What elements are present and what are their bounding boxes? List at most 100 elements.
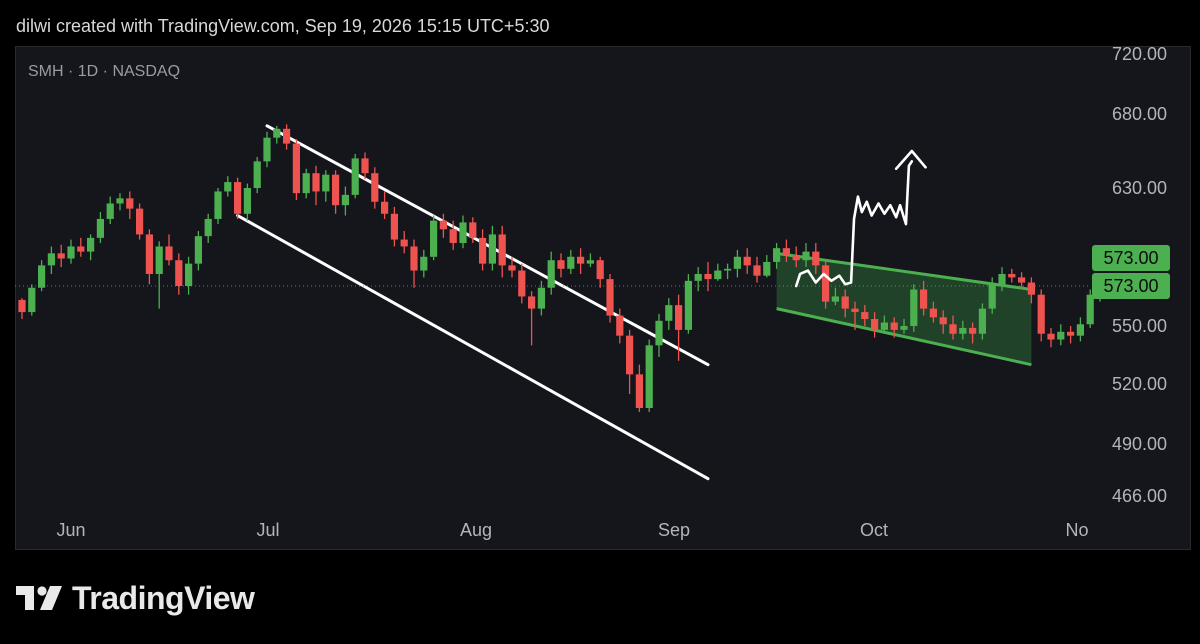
candle — [880, 315, 888, 334]
candle — [655, 313, 663, 357]
candle — [1086, 289, 1094, 328]
candle-body — [185, 263, 193, 286]
candle-body — [332, 174, 340, 206]
candle — [684, 273, 692, 334]
candle-body — [978, 308, 986, 334]
candle — [1008, 268, 1016, 283]
candle-body — [175, 260, 183, 286]
candle — [420, 249, 428, 278]
y-tick-label: 720.00 — [1112, 46, 1167, 64]
candle — [1067, 326, 1075, 344]
chart-header: dilwi created with TradingView.com, Sep … — [16, 16, 550, 36]
candle — [449, 220, 457, 250]
candle — [704, 261, 712, 292]
candle — [165, 234, 173, 266]
candle — [920, 280, 928, 316]
candle — [283, 124, 291, 150]
candle-body — [880, 322, 888, 330]
candle-body — [626, 335, 634, 375]
candle — [528, 291, 536, 346]
candle-body — [145, 234, 153, 274]
brand-logo[interactable]: TradingView — [16, 578, 255, 618]
price-tag-bg — [1092, 245, 1170, 271]
candle-body — [449, 229, 457, 244]
candles-group — [18, 124, 1104, 412]
hand-drawn-projection — [794, 149, 927, 288]
candle — [28, 284, 36, 316]
candle-body — [498, 234, 506, 266]
candle — [96, 212, 104, 244]
candle — [1018, 272, 1026, 290]
candle-body — [469, 222, 477, 238]
candle-body — [724, 268, 732, 271]
candle — [136, 203, 144, 240]
candle — [959, 320, 967, 340]
candle — [371, 167, 379, 209]
candle — [665, 298, 673, 330]
candle-body — [322, 174, 330, 192]
candle-body — [204, 218, 212, 237]
candlestick-chart[interactable]: SMH · 1D · NASDAQ 720.00 680.00 630.00 550.… — [15, 46, 1191, 550]
tradingview-logo-icon — [16, 586, 62, 610]
time-axis[interactable]: Jun Jul Aug Sep Oct No — [56, 520, 1088, 540]
candle — [263, 131, 271, 168]
candle-body — [606, 279, 614, 316]
candle — [733, 249, 741, 278]
candle-body — [292, 143, 300, 194]
candle-body — [939, 317, 947, 325]
symbol-label: SMH · 1D · NASDAQ — [28, 63, 180, 80]
candle — [47, 246, 55, 274]
candle — [596, 256, 604, 288]
candle-body — [1027, 282, 1035, 295]
candle-body — [96, 218, 104, 238]
candle — [586, 253, 594, 268]
candle-body — [714, 270, 722, 280]
candle — [1047, 327, 1055, 348]
candle — [469, 217, 477, 244]
x-tick-label: Jul — [256, 520, 279, 540]
candle-body — [567, 256, 575, 269]
candle — [645, 339, 653, 412]
candle — [753, 256, 761, 283]
candle — [635, 364, 643, 412]
candle-body — [645, 345, 653, 408]
candle-body — [136, 208, 144, 235]
candle — [792, 246, 800, 268]
candle — [498, 225, 506, 278]
candle — [273, 125, 281, 144]
candle — [616, 308, 624, 344]
price-tag-label: 573.00 — [1103, 248, 1158, 268]
candle — [802, 243, 810, 268]
price-axis[interactable]: 720.00 680.00 630.00 550.00 520.00 490.00 466.… — [1092, 46, 1170, 506]
candle — [459, 215, 467, 249]
candle-body — [155, 246, 163, 274]
green-channel-lower-line — [776, 307, 1032, 367]
candle — [106, 196, 114, 225]
candle — [508, 256, 516, 278]
candle-body — [361, 158, 369, 174]
candle-body — [1076, 324, 1084, 336]
candle — [988, 277, 996, 314]
candle-body — [616, 315, 624, 336]
candle-body — [684, 280, 692, 330]
candle-body — [57, 253, 65, 259]
candle — [822, 260, 830, 309]
candle-body — [479, 237, 487, 264]
candle-body — [949, 324, 957, 334]
candle-body — [194, 236, 202, 264]
candle — [243, 183, 251, 221]
candle-body — [508, 265, 516, 271]
candle — [381, 191, 389, 219]
brand-name: TradingView — [72, 579, 255, 616]
candle — [292, 139, 300, 201]
candle — [77, 237, 85, 257]
candle — [18, 298, 26, 320]
candle — [185, 256, 193, 295]
candle-body — [537, 287, 545, 309]
candle — [851, 301, 859, 330]
candle — [194, 230, 202, 271]
candle — [488, 225, 496, 271]
candle-body — [596, 260, 604, 280]
price-tag-label: 573.00 — [1103, 276, 1158, 296]
candle-body — [488, 234, 496, 264]
